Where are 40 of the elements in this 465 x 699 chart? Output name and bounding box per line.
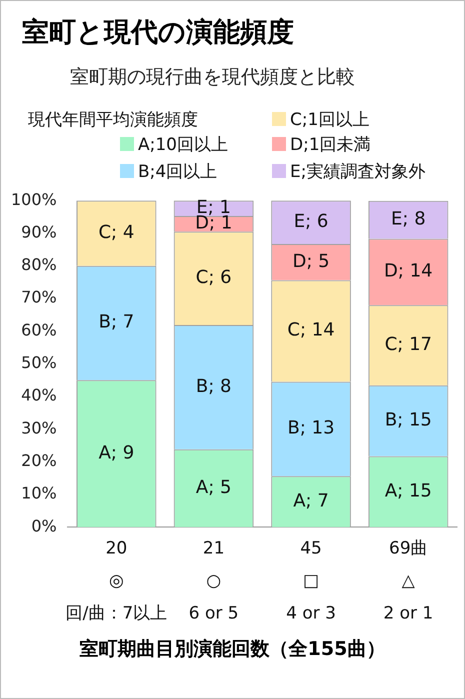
annotation: A; 5 xyxy=(196,476,232,498)
x-tick-label: 21 ○ 6 or 5 xyxy=(188,538,239,624)
y-tick-label: 90% xyxy=(21,222,57,242)
legend-label: B;4回以上 xyxy=(138,160,218,182)
annotation: B; 13 xyxy=(288,418,335,439)
x-tick-label: 69曲 △ 2 or 1 xyxy=(383,538,434,624)
annotation: E; 8 xyxy=(391,208,426,230)
annotation: C; 6 xyxy=(196,266,232,288)
y-tick-label: 40% xyxy=(21,386,57,405)
y-tick-label: 100% xyxy=(10,190,57,209)
x-axis-title: 室町期曲目別演能回数（全155曲） xyxy=(78,637,386,662)
legend-label: A;10回以上 xyxy=(138,134,228,156)
x-tick-label: 45 □ 4 or 3 xyxy=(286,538,336,624)
annotation: B; 8 xyxy=(196,376,232,397)
annotation: C; 14 xyxy=(287,320,335,341)
y-tick-label: 80% xyxy=(21,255,57,274)
x-tick-label: 20 ◎ 回/曲：7以上 xyxy=(66,538,168,624)
annotation: A; 7 xyxy=(293,490,329,512)
annotation: A; 15 xyxy=(384,480,432,502)
annotation: E; 6 xyxy=(294,210,328,232)
legend-label: E;実績調査対象外 xyxy=(290,160,426,182)
annotation: C; 4 xyxy=(98,222,134,243)
y-tick-label: 0% xyxy=(31,516,57,536)
annotation: D; 5 xyxy=(292,250,330,272)
annotation: A; 9 xyxy=(98,442,134,464)
y-tick-label: 50% xyxy=(21,353,57,372)
y-tick-label: 30% xyxy=(21,418,57,438)
annotation: B; 15 xyxy=(384,409,432,430)
y-tick-label: 60% xyxy=(21,320,57,340)
y-tick-label: 10% xyxy=(21,484,57,503)
y-tick-label: 70% xyxy=(21,288,57,307)
annotation: B; 7 xyxy=(98,312,134,333)
legend-label: C;1回以上 xyxy=(290,108,370,130)
legend-title: 現代年間平均演能頻度 xyxy=(28,108,198,130)
legend-label: D;1回未満 xyxy=(290,134,371,156)
y-tick-label: 20% xyxy=(21,450,57,470)
annotation: C; 17 xyxy=(384,334,432,355)
annotation: D; 14 xyxy=(384,260,433,282)
chart-title: 室町と現代の演能頻度 xyxy=(22,16,294,50)
chart-subtitle: 室町期の現行曲を現代頻度と比較 xyxy=(70,65,355,90)
